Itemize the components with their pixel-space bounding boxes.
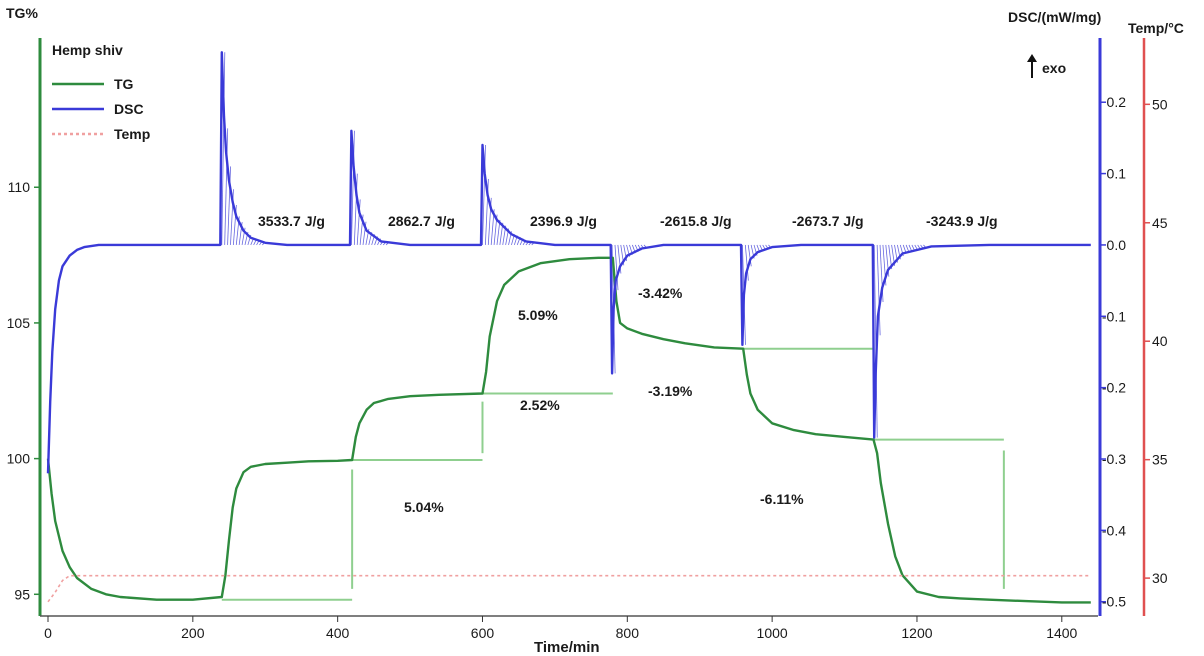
x-tick-label: 1200	[901, 625, 932, 641]
x-tick-label: 200	[181, 625, 205, 641]
x-tick-label: 1400	[1046, 625, 1077, 641]
temp-tick-label: 40	[1152, 333, 1168, 349]
dsc-tick-label: 0.0	[1107, 237, 1127, 253]
hatch-line	[747, 244, 752, 267]
hatch-line	[744, 244, 749, 281]
temp-tick-label: 35	[1152, 452, 1168, 468]
enthalpy-label: 3533.7 J/g	[258, 213, 325, 229]
legend-label-dsc: DSC	[114, 101, 144, 117]
enthalpy-label: 2396.9 J/g	[530, 213, 597, 229]
hatch-line	[356, 199, 361, 245]
axis-ticks: 0 200 400 600 800 1000 1200 1400 95 100 105 110 0.2 0…	[7, 94, 1168, 641]
hatch-line	[353, 173, 358, 245]
exo-indicator: exo	[1027, 54, 1066, 78]
x-tick-label: 400	[326, 625, 350, 641]
x-tick-label: 1000	[757, 625, 788, 641]
hatch-line	[614, 244, 619, 291]
temp-tick-label: 50	[1152, 96, 1168, 112]
annotation-text: 3533.7 J/g 2862.7 J/g 2396.9 J/g -2615.8 J/…	[258, 213, 998, 515]
legend-label-tg: TG	[114, 76, 134, 92]
legend-label-temp: Temp	[114, 126, 150, 142]
enthalpy-label: -2673.7 J/g	[792, 213, 864, 229]
series-layer	[46, 51, 1091, 604]
tg-tick-label: 100	[7, 451, 31, 467]
mass-change-label: -3.42%	[638, 285, 683, 301]
annotation-lines	[221, 347, 1005, 601]
tg-tick-label: 110	[8, 179, 31, 195]
legend: TG DSC Temp	[52, 76, 150, 142]
tg-tick-label: 95	[14, 586, 30, 602]
temp-series-line	[47, 574, 1091, 603]
mass-change-label: -6.11%	[760, 491, 804, 507]
x-tick-label: 800	[616, 625, 640, 641]
tg-tick-label: 105	[7, 315, 31, 331]
temp-tick-label: 30	[1152, 570, 1168, 586]
temp-tick-label: 45	[1152, 215, 1168, 231]
enthalpy-label: -2615.8 J/g	[660, 213, 732, 229]
dsc-tick-label: -0.1	[1102, 308, 1126, 324]
dsc-axis-title: DSC/(mW/mg)	[1008, 9, 1101, 25]
hatch-line	[224, 128, 229, 245]
chart-title: Hemp shiv	[52, 42, 123, 58]
mass-change-label: 2.52%	[520, 397, 560, 413]
mass-change-label: -3.19%	[648, 383, 693, 399]
dsc-tick-label: -0.3	[1102, 451, 1126, 467]
mass-change-label: 5.04%	[404, 499, 444, 515]
dsc-series-line	[46, 51, 1091, 474]
mass-change-label: 5.09%	[518, 307, 558, 323]
x-axis-title: Time/min	[534, 639, 600, 656]
dsc-tick-label: 0.2	[1107, 94, 1127, 110]
hatch-line	[496, 219, 501, 245]
dsc-tick-label: 0.1	[1107, 166, 1127, 182]
x-tick-label: 0	[44, 625, 52, 641]
exo-label: exo	[1042, 60, 1066, 76]
tg-series-line	[46, 256, 1091, 604]
hatch-line	[221, 52, 226, 245]
hatch-line	[351, 130, 355, 245]
dsc-tick-label: -0.4	[1102, 522, 1126, 538]
hatch-line	[876, 244, 881, 336]
enthalpy-label: -3243.9 J/g	[926, 213, 998, 229]
enthalpy-label: 2862.7 J/g	[388, 213, 455, 229]
tg-axis-title: TG%	[6, 5, 38, 21]
dsc-tick-label: -0.2	[1102, 380, 1126, 396]
dsc-tick-label: -0.5	[1102, 594, 1126, 610]
temp-axis-title: Temp/°C	[1128, 20, 1184, 36]
x-tick-label: 600	[471, 625, 495, 641]
